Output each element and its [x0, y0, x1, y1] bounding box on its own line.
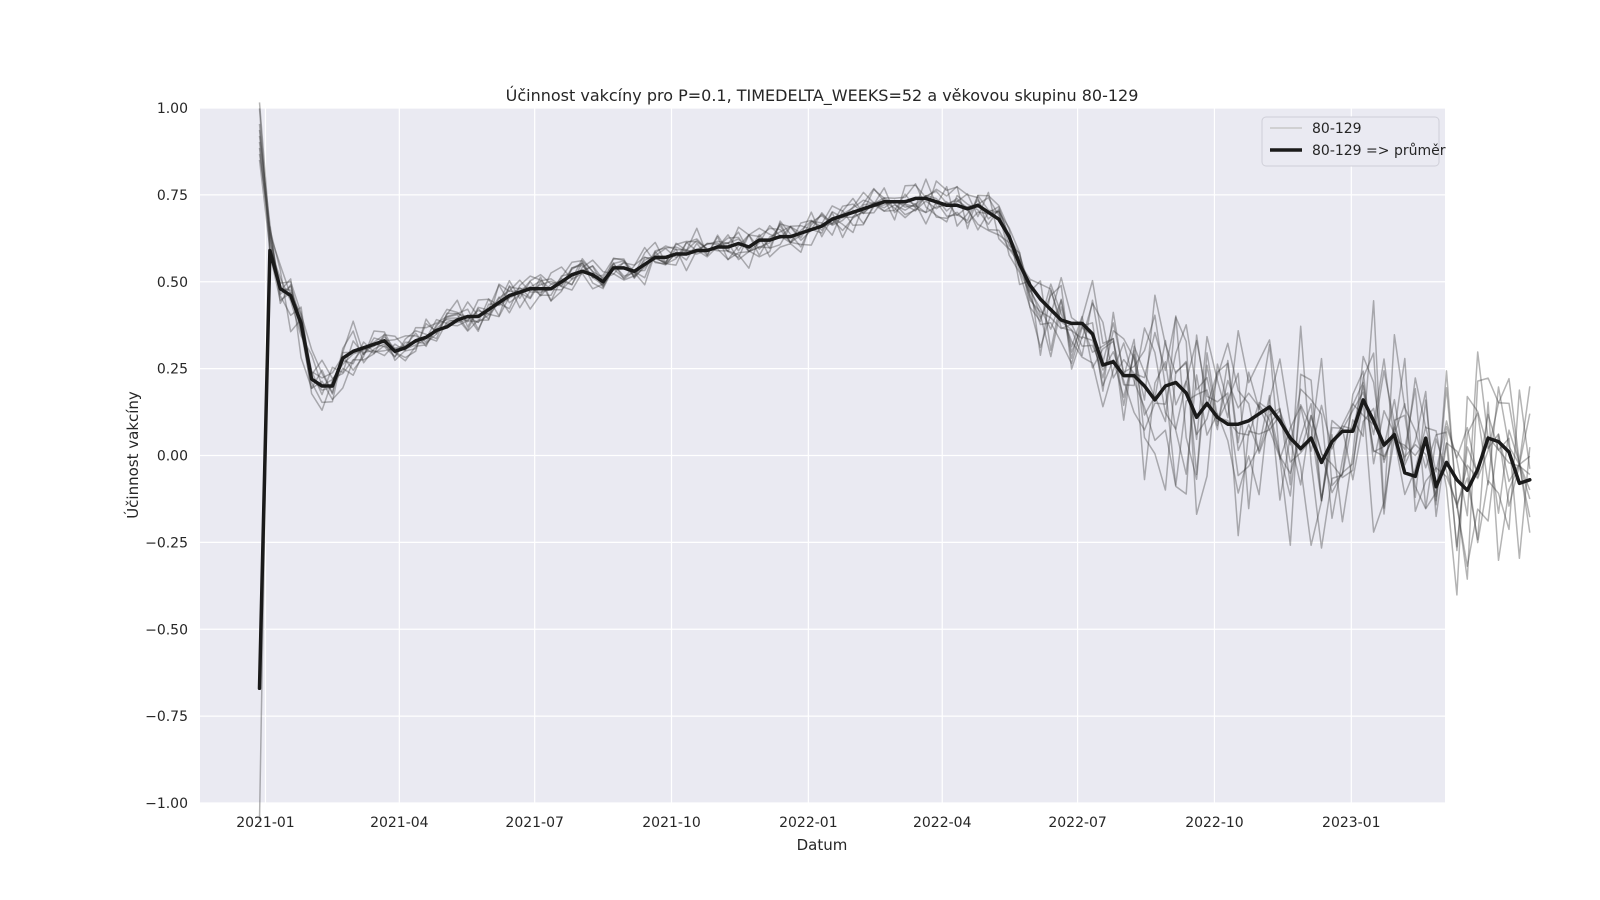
y-tick-label: −0.25 — [145, 535, 188, 551]
x-tick-labels: 2021-01 2021-04 2021-07 2021-10 2022-01 2022-… — [236, 815, 1380, 831]
y-tick-label: −0.75 — [145, 709, 188, 725]
mean-line — [257, 196, 1532, 691]
y-tick-label: 0.50 — [157, 275, 188, 291]
y-axis-label: Účinnost vakcíny — [123, 391, 142, 519]
x-tick-label: 2021-04 — [370, 815, 429, 831]
x-tick-label: 2023-01 — [1322, 815, 1381, 831]
run-line — [258, 102, 1531, 596]
run-line — [258, 141, 1531, 560]
y-tick-label: 1.00 — [157, 101, 188, 117]
y-tick-label: −1.00 — [145, 796, 188, 812]
x-tick-label: 2022-01 — [779, 815, 838, 831]
mean-line-group — [257, 196, 1532, 691]
legend-label-mean: 80-129 => průměr — [1312, 143, 1446, 159]
run-line — [258, 123, 1531, 509]
y-tick-label: 0.25 — [157, 362, 188, 378]
legend-box — [1261, 116, 1440, 167]
x-tick-label: 2021-01 — [236, 815, 295, 831]
x-tick-label: 2022-07 — [1048, 815, 1107, 831]
y-tick-label: 0.00 — [157, 449, 188, 465]
x-tick-label: 2022-10 — [1185, 815, 1244, 831]
x-tick-label: 2021-10 — [642, 815, 701, 831]
grid-lines — [200, 107, 1445, 804]
y-tick-label: −0.50 — [145, 622, 188, 638]
legend-label-runs: 80-129 — [1312, 121, 1362, 137]
run-line — [258, 153, 1531, 552]
y-tick-label: 0.75 — [157, 188, 188, 204]
x-tick-label: 2022-04 — [913, 815, 972, 831]
x-tick-label: 2021-07 — [505, 815, 564, 831]
run-line — [258, 184, 1531, 821]
legend: 80-129 80-129 => průměr — [1261, 116, 1446, 167]
chart-title: Účinnost vakcíny pro P=0.1, TIMEDELTA_WE… — [506, 86, 1139, 106]
x-axis-label: Datum — [797, 836, 848, 854]
y-tick-labels: 1.00 0.75 0.50 0.25 0.00 −0.25 −0.50 −0.75 −1.00 — [145, 101, 188, 812]
